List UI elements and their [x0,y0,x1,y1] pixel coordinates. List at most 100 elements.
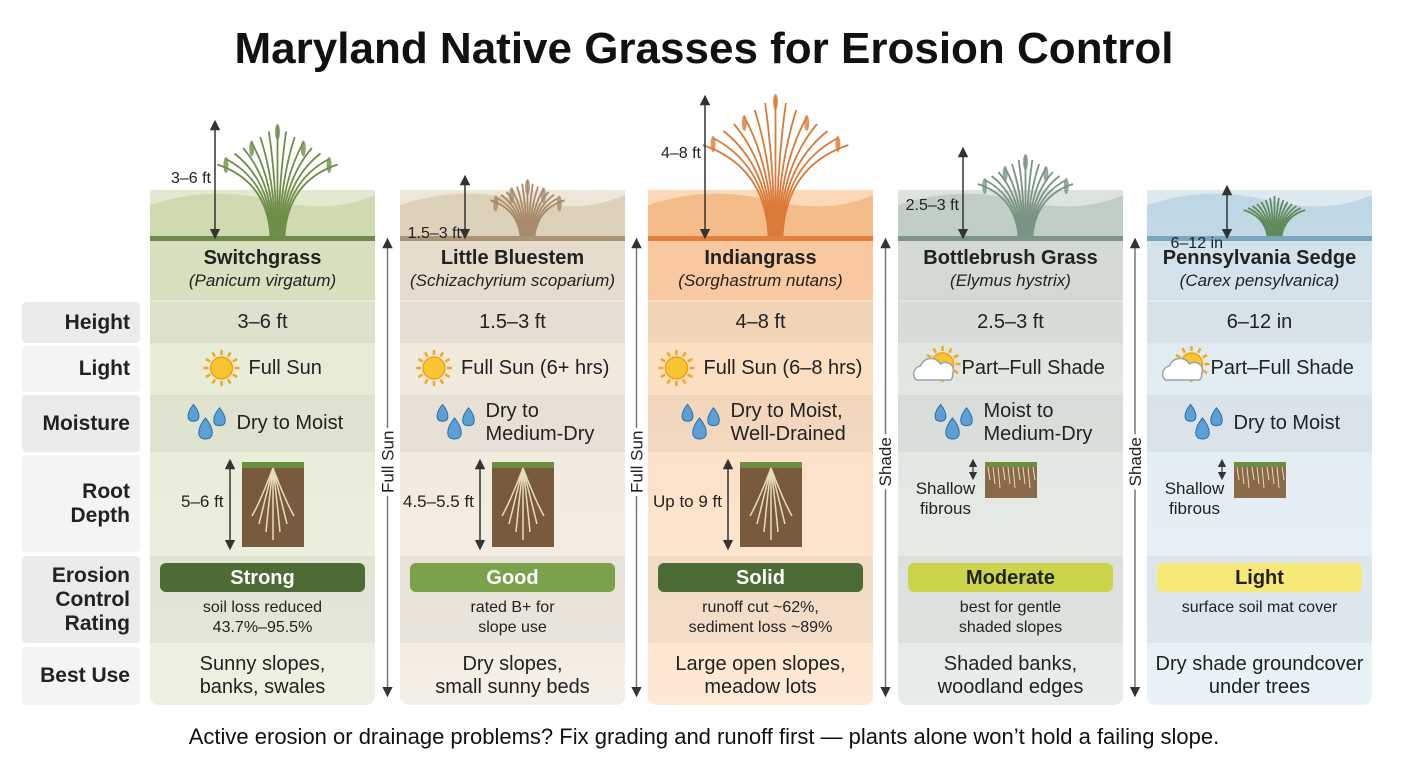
seed-head [223,157,229,173]
sun-ray [1202,369,1208,375]
grass-blade [259,136,277,237]
row-label-bg [22,395,140,452]
grass-blade [990,175,1022,237]
row-label: Light [78,357,130,380]
best-use-value: Dry shade groundcover under trees [1155,653,1364,698]
sun-ray [439,378,445,385]
row-shade [150,395,375,452]
moisture-value: Dry to Medium-Dry [485,400,595,445]
sun-ray [439,351,445,358]
seed-head [556,195,562,212]
latin-name: (Sorghastrum nutans) [678,271,843,290]
root-depth-value: 4.5–5.5 ft [403,492,474,511]
seed-head [982,178,988,194]
ground-line [150,236,375,241]
name-band [898,240,1123,300]
sun-ray [232,373,238,379]
grass-blade [521,183,528,237]
grass-blade [733,123,773,237]
footer-note: Active erosion or drainage problems? Fix… [188,724,1220,749]
grass-blade [225,158,273,237]
grass-blade [781,144,849,237]
seed-head [249,140,255,157]
root [1251,466,1255,481]
seed-head [710,136,716,152]
rating-badge [908,563,1113,592]
ground-line [1147,236,1372,241]
topsoil [242,462,304,468]
grass-name: Indiangrass [704,247,817,269]
hill [150,193,375,240]
root [1246,466,1250,489]
grass-blade [282,158,330,237]
sun-ray [423,351,429,358]
root [1266,466,1270,481]
sun-ray [444,373,451,379]
topsoil [1234,462,1286,467]
root [1256,466,1260,485]
moisture-value: Dry to Moist [1233,411,1341,434]
grass-blade [1025,159,1034,237]
name-band [648,240,873,300]
moisture-value: Dry to Moist, Well-Drained [730,400,846,445]
best-use-value: Sunny slopes, banks, swales [199,653,326,698]
height-marker-label: 1.5–3 ft [407,225,461,242]
row-label: Moisture [42,411,130,435]
seed-head [773,94,778,110]
rating-note: surface soil mat cover [1181,599,1338,616]
latin-name: (Elymus hystrix) [950,271,1071,290]
grass-blade [278,136,296,237]
row-shade [400,395,625,452]
grass-blade [1278,205,1298,237]
latin-name: (Schizachyrium scoparium) [410,271,615,290]
divider-label: Full Sun [626,427,647,496]
water-drop [213,407,226,427]
grass-blade [1029,175,1061,237]
sun-ray [232,357,238,363]
height-value: 2.5–3 ft [977,311,1044,333]
divider-label: Full Sun [377,427,398,496]
cloud [1161,357,1204,381]
root [1022,466,1026,485]
water-drop [934,403,947,422]
seed-head [1002,166,1008,182]
grass-blade [1004,167,1024,237]
sun-ray [205,357,211,363]
seed-head [326,157,332,173]
seed-head [525,179,530,195]
grass-blade [1269,197,1275,237]
grass-blade [1011,163,1025,237]
grass-blade [533,199,565,237]
grass-blade [702,144,770,237]
root [1002,466,1006,481]
row-shade [400,302,625,343]
grass-blade [778,123,818,237]
grass-name: Bottlebrush Grass [923,247,1098,269]
height-value: 1.5–3 ft [479,311,546,333]
moisture-value: Moist to Medium-Dry [983,400,1093,445]
height-marker-label: 3–6 ft [170,170,211,187]
water-drop [1184,403,1197,422]
water-drop [707,407,720,427]
height-value: 6–12 in [1226,311,1293,333]
grass-blade [984,179,1021,237]
root [1261,466,1265,489]
grass-blade [712,137,771,237]
grass-blade [1030,179,1067,237]
root [1281,466,1285,481]
grass-name: Switchgrass [203,247,322,269]
topsoil [492,462,554,468]
root [1032,466,1036,481]
root-depth-value: Up to 9 ft [653,492,722,511]
water-drop [960,407,973,427]
sun-ray [205,373,211,379]
root [1017,466,1021,481]
row-shade [1147,302,1372,343]
row-shade [150,302,375,343]
divider-label: Shade [1125,434,1145,490]
sun-ray [1181,347,1187,354]
name-band [400,240,625,300]
water-drop [198,417,213,440]
light-value: Full Sun (6+ hrs) [461,357,610,379]
